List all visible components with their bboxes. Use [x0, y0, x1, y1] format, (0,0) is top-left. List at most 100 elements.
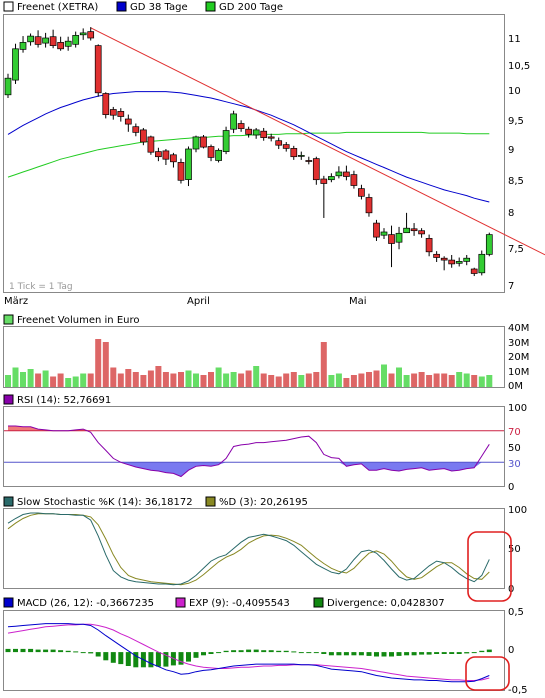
divergence-bar: [381, 652, 387, 657]
divergence-bar: [419, 652, 425, 655]
candle-body: [200, 136, 207, 148]
price-y-axis: 11 10,5 10 9,5 9 8,5 8 7,5 7: [508, 34, 530, 292]
legend-swatch-freenet: [3, 1, 14, 12]
candle-body: [12, 48, 19, 81]
price-y-tick: 8,5: [508, 176, 524, 187]
candle-body: [275, 140, 283, 146]
candle-body: [478, 253, 486, 274]
volume-bars: [5, 339, 493, 387]
volume-bar: [80, 373, 87, 387]
candle-body: [237, 123, 245, 129]
legend-label-stoch-k: Slow Stochastic %K (14): 36,18172: [17, 497, 193, 508]
stoch-y-tick: 100: [508, 505, 527, 516]
candle-body: [297, 155, 305, 157]
volume-bar: [140, 375, 147, 387]
stoch-k-line: [7, 512, 490, 586]
rsi-panel-frame: [3, 406, 505, 487]
divergence-bar: [456, 652, 462, 654]
candle-body: [4, 77, 12, 96]
volume-bar: [87, 373, 94, 387]
stoch-y-tick: 50: [508, 544, 521, 555]
divergence-bar: [148, 652, 154, 668]
stochastic-panel-frame: [3, 508, 505, 589]
divergence-bar: [396, 652, 402, 656]
divergence-bar: [479, 650, 485, 653]
candle-body: [215, 149, 222, 161]
legend-swatch-volume: [3, 314, 14, 325]
candle-body: [94, 45, 102, 94]
candle-body: [343, 171, 350, 177]
divergence-bar: [223, 650, 229, 653]
legend-swatch-divergence: [313, 597, 324, 608]
macd-y-axis: 0,5 0 -0,5: [508, 607, 528, 696]
volume-bar: [456, 372, 463, 387]
candle-body: [64, 40, 72, 47]
volume-bar: [290, 372, 297, 387]
candle-body: [418, 230, 425, 235]
volume-bar: [57, 373, 64, 387]
volume-panel-frame: [3, 326, 505, 388]
candle-body: [222, 130, 230, 152]
candle-body: [177, 162, 185, 181]
volume-bar: [268, 375, 275, 387]
divergence-bar: [321, 652, 327, 654]
price-y-tick: 10: [508, 86, 521, 97]
divergence-bar: [411, 652, 417, 656]
rsi-oversold-fill: [8, 462, 490, 477]
volume-bar: [433, 373, 440, 387]
candle-body: [470, 268, 478, 274]
candle-body: [155, 151, 162, 158]
candle-body: [463, 257, 471, 262]
volume-bar: [117, 373, 124, 387]
divergence-bar: [434, 652, 440, 654]
volume-bar: [381, 364, 387, 387]
legend-label-exp: EXP (9): -0,4095543: [189, 598, 290, 609]
divergence-bar: [336, 652, 342, 656]
price-y-tick: 8: [508, 208, 514, 219]
legend-label-freenet: Freenet (XETRA): [17, 2, 98, 13]
volume-bar: [298, 375, 305, 387]
candle-body: [290, 148, 298, 158]
macd-plot: [5, 623, 492, 683]
divergence-bar: [389, 652, 394, 657]
candle-body: [260, 130, 268, 138]
legend-swatch-gd200: [205, 1, 216, 12]
volume-y-tick: 30M: [508, 338, 529, 349]
x-tick-mai: Mai: [349, 296, 367, 307]
volume-bar: [193, 373, 199, 387]
legend-label-gd38: GD 38 Tage: [130, 2, 188, 13]
divergence-bar: [58, 650, 64, 653]
candle-body: [42, 37, 49, 44]
candle-body: [373, 222, 380, 238]
divergence-bar: [426, 652, 432, 655]
volume-y-tick: 20M: [508, 352, 529, 363]
candle-body: [395, 232, 403, 243]
divergence-bar: [65, 650, 71, 653]
divergence-bar: [268, 650, 274, 653]
divergence-bar: [35, 649, 41, 653]
candle-body: [282, 144, 290, 149]
volume-bar: [223, 373, 230, 387]
candle-body: [380, 231, 388, 236]
divergence-bar: [125, 652, 131, 666]
legend-swatch-macd: [3, 597, 14, 608]
volume-bar: [42, 370, 49, 387]
candle-body: [305, 160, 313, 162]
volume-bar: [388, 373, 395, 387]
volume-bar: [283, 373, 290, 387]
candle-body: [132, 126, 140, 133]
macd-y-tick: 0,5: [508, 607, 524, 618]
divergence-bar: [328, 652, 334, 656]
volume-bar: [72, 376, 79, 387]
volume-bar: [238, 373, 245, 387]
volume-bar: [245, 370, 252, 387]
x-tick-maerz: März: [4, 296, 28, 307]
legend-label-rsi: RSI (14): 52,76691: [17, 395, 111, 406]
volume-bar: [215, 367, 222, 387]
candle-body: [27, 35, 34, 43]
volume-bar: [50, 376, 57, 387]
gd38-line: [7, 91, 490, 203]
candle-body: [252, 129, 260, 136]
volume-bar: [147, 370, 154, 387]
